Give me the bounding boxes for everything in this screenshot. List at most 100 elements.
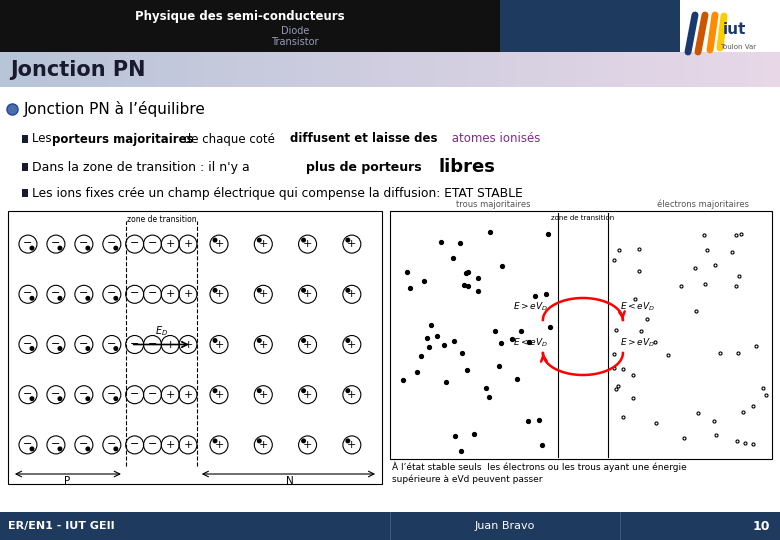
Bar <box>374 52 391 87</box>
Bar <box>187 52 204 87</box>
Text: $E > eV_D$: $E > eV_D$ <box>512 301 548 313</box>
Circle shape <box>301 438 306 443</box>
Text: Diode: Diode <box>281 26 309 36</box>
Bar <box>608 52 625 87</box>
Bar <box>733 52 750 87</box>
Bar <box>500 0 780 52</box>
Text: +: + <box>215 340 224 349</box>
Text: $E > eV_D$: $E > eV_D$ <box>620 337 655 349</box>
Bar <box>686 52 703 87</box>
Bar <box>515 52 531 87</box>
Text: +: + <box>215 239 224 249</box>
Text: −: − <box>107 439 116 449</box>
Text: −: − <box>80 389 89 399</box>
Text: −: − <box>147 439 157 449</box>
Circle shape <box>257 338 262 343</box>
Text: +: + <box>165 340 175 349</box>
Text: −: − <box>107 238 116 248</box>
Text: Jonction PN à l’équilibre: Jonction PN à l’équilibre <box>24 101 206 117</box>
Circle shape <box>257 288 262 293</box>
Circle shape <box>301 288 306 293</box>
Bar <box>0 0 500 52</box>
Bar <box>546 52 562 87</box>
Circle shape <box>346 238 350 242</box>
Text: −: − <box>23 389 33 399</box>
Text: −: − <box>51 389 61 399</box>
Circle shape <box>257 238 262 242</box>
Bar <box>671 52 687 87</box>
Bar <box>749 52 765 87</box>
Bar <box>328 52 344 87</box>
Text: −: − <box>51 288 61 298</box>
Text: +: + <box>165 289 175 299</box>
Bar <box>203 52 219 87</box>
Text: +: + <box>347 289 356 299</box>
Bar <box>390 52 406 87</box>
Text: zone de transition: zone de transition <box>551 215 615 221</box>
Bar <box>281 52 297 87</box>
Bar <box>499 52 516 87</box>
Text: −: − <box>23 439 33 449</box>
Text: plus de porteurs: plus de porteurs <box>306 160 426 173</box>
Bar <box>47 52 63 87</box>
Circle shape <box>113 296 119 301</box>
Text: −: − <box>130 389 140 399</box>
Circle shape <box>212 288 218 293</box>
Text: atomes ionisés: atomes ionisés <box>448 132 541 145</box>
Text: 10: 10 <box>753 519 770 532</box>
Bar <box>655 52 672 87</box>
Circle shape <box>30 296 34 301</box>
Text: −: − <box>23 238 33 248</box>
Circle shape <box>257 438 262 443</box>
Text: $E < eV_D$: $E < eV_D$ <box>512 337 548 349</box>
Circle shape <box>30 396 34 401</box>
Bar <box>640 52 656 87</box>
Text: libres: libres <box>438 158 495 176</box>
Text: +: + <box>303 390 312 400</box>
Text: ER/EN1 - IUT GEII: ER/EN1 - IUT GEII <box>8 521 115 531</box>
Bar <box>31 52 48 87</box>
Circle shape <box>58 296 62 301</box>
Text: −: − <box>130 439 140 449</box>
Bar <box>530 52 547 87</box>
Bar <box>0 512 780 540</box>
Text: diffusent et laisse des: diffusent et laisse des <box>290 132 438 145</box>
Bar <box>234 52 250 87</box>
Circle shape <box>212 388 218 393</box>
Text: −: − <box>130 238 140 248</box>
Bar <box>452 52 469 87</box>
Text: À l’état stable seuls  les électrons ou les trous ayant une énergie
supérieure à: À l’état stable seuls les électrons ou l… <box>392 462 686 483</box>
Circle shape <box>85 346 90 351</box>
Text: trous majoritaires: trous majoritaires <box>456 200 530 209</box>
Bar <box>125 52 141 87</box>
Text: −: − <box>130 339 140 348</box>
Circle shape <box>85 296 90 301</box>
Text: −: − <box>51 238 61 248</box>
Text: +: + <box>303 340 312 349</box>
Circle shape <box>346 438 350 443</box>
Text: P: P <box>64 476 70 486</box>
Bar <box>0 52 16 87</box>
Text: +: + <box>165 440 175 450</box>
Bar <box>22 135 28 143</box>
Text: +: + <box>347 239 356 249</box>
Text: −: − <box>147 339 157 348</box>
Bar <box>22 189 28 197</box>
Circle shape <box>113 396 119 401</box>
Bar <box>577 52 594 87</box>
Bar <box>94 52 110 87</box>
Text: +: + <box>183 289 193 299</box>
Text: Toulon Var: Toulon Var <box>720 44 756 50</box>
Bar <box>218 52 235 87</box>
Circle shape <box>346 288 350 293</box>
Text: −: − <box>51 439 61 449</box>
Text: +: + <box>183 340 193 349</box>
Circle shape <box>85 447 90 451</box>
Circle shape <box>58 447 62 451</box>
Text: +: + <box>347 440 356 450</box>
Text: N: N <box>285 476 293 486</box>
Circle shape <box>346 338 350 343</box>
Bar <box>702 52 718 87</box>
Text: −: − <box>80 439 89 449</box>
Text: Juan Bravo: Juan Bravo <box>475 521 535 531</box>
